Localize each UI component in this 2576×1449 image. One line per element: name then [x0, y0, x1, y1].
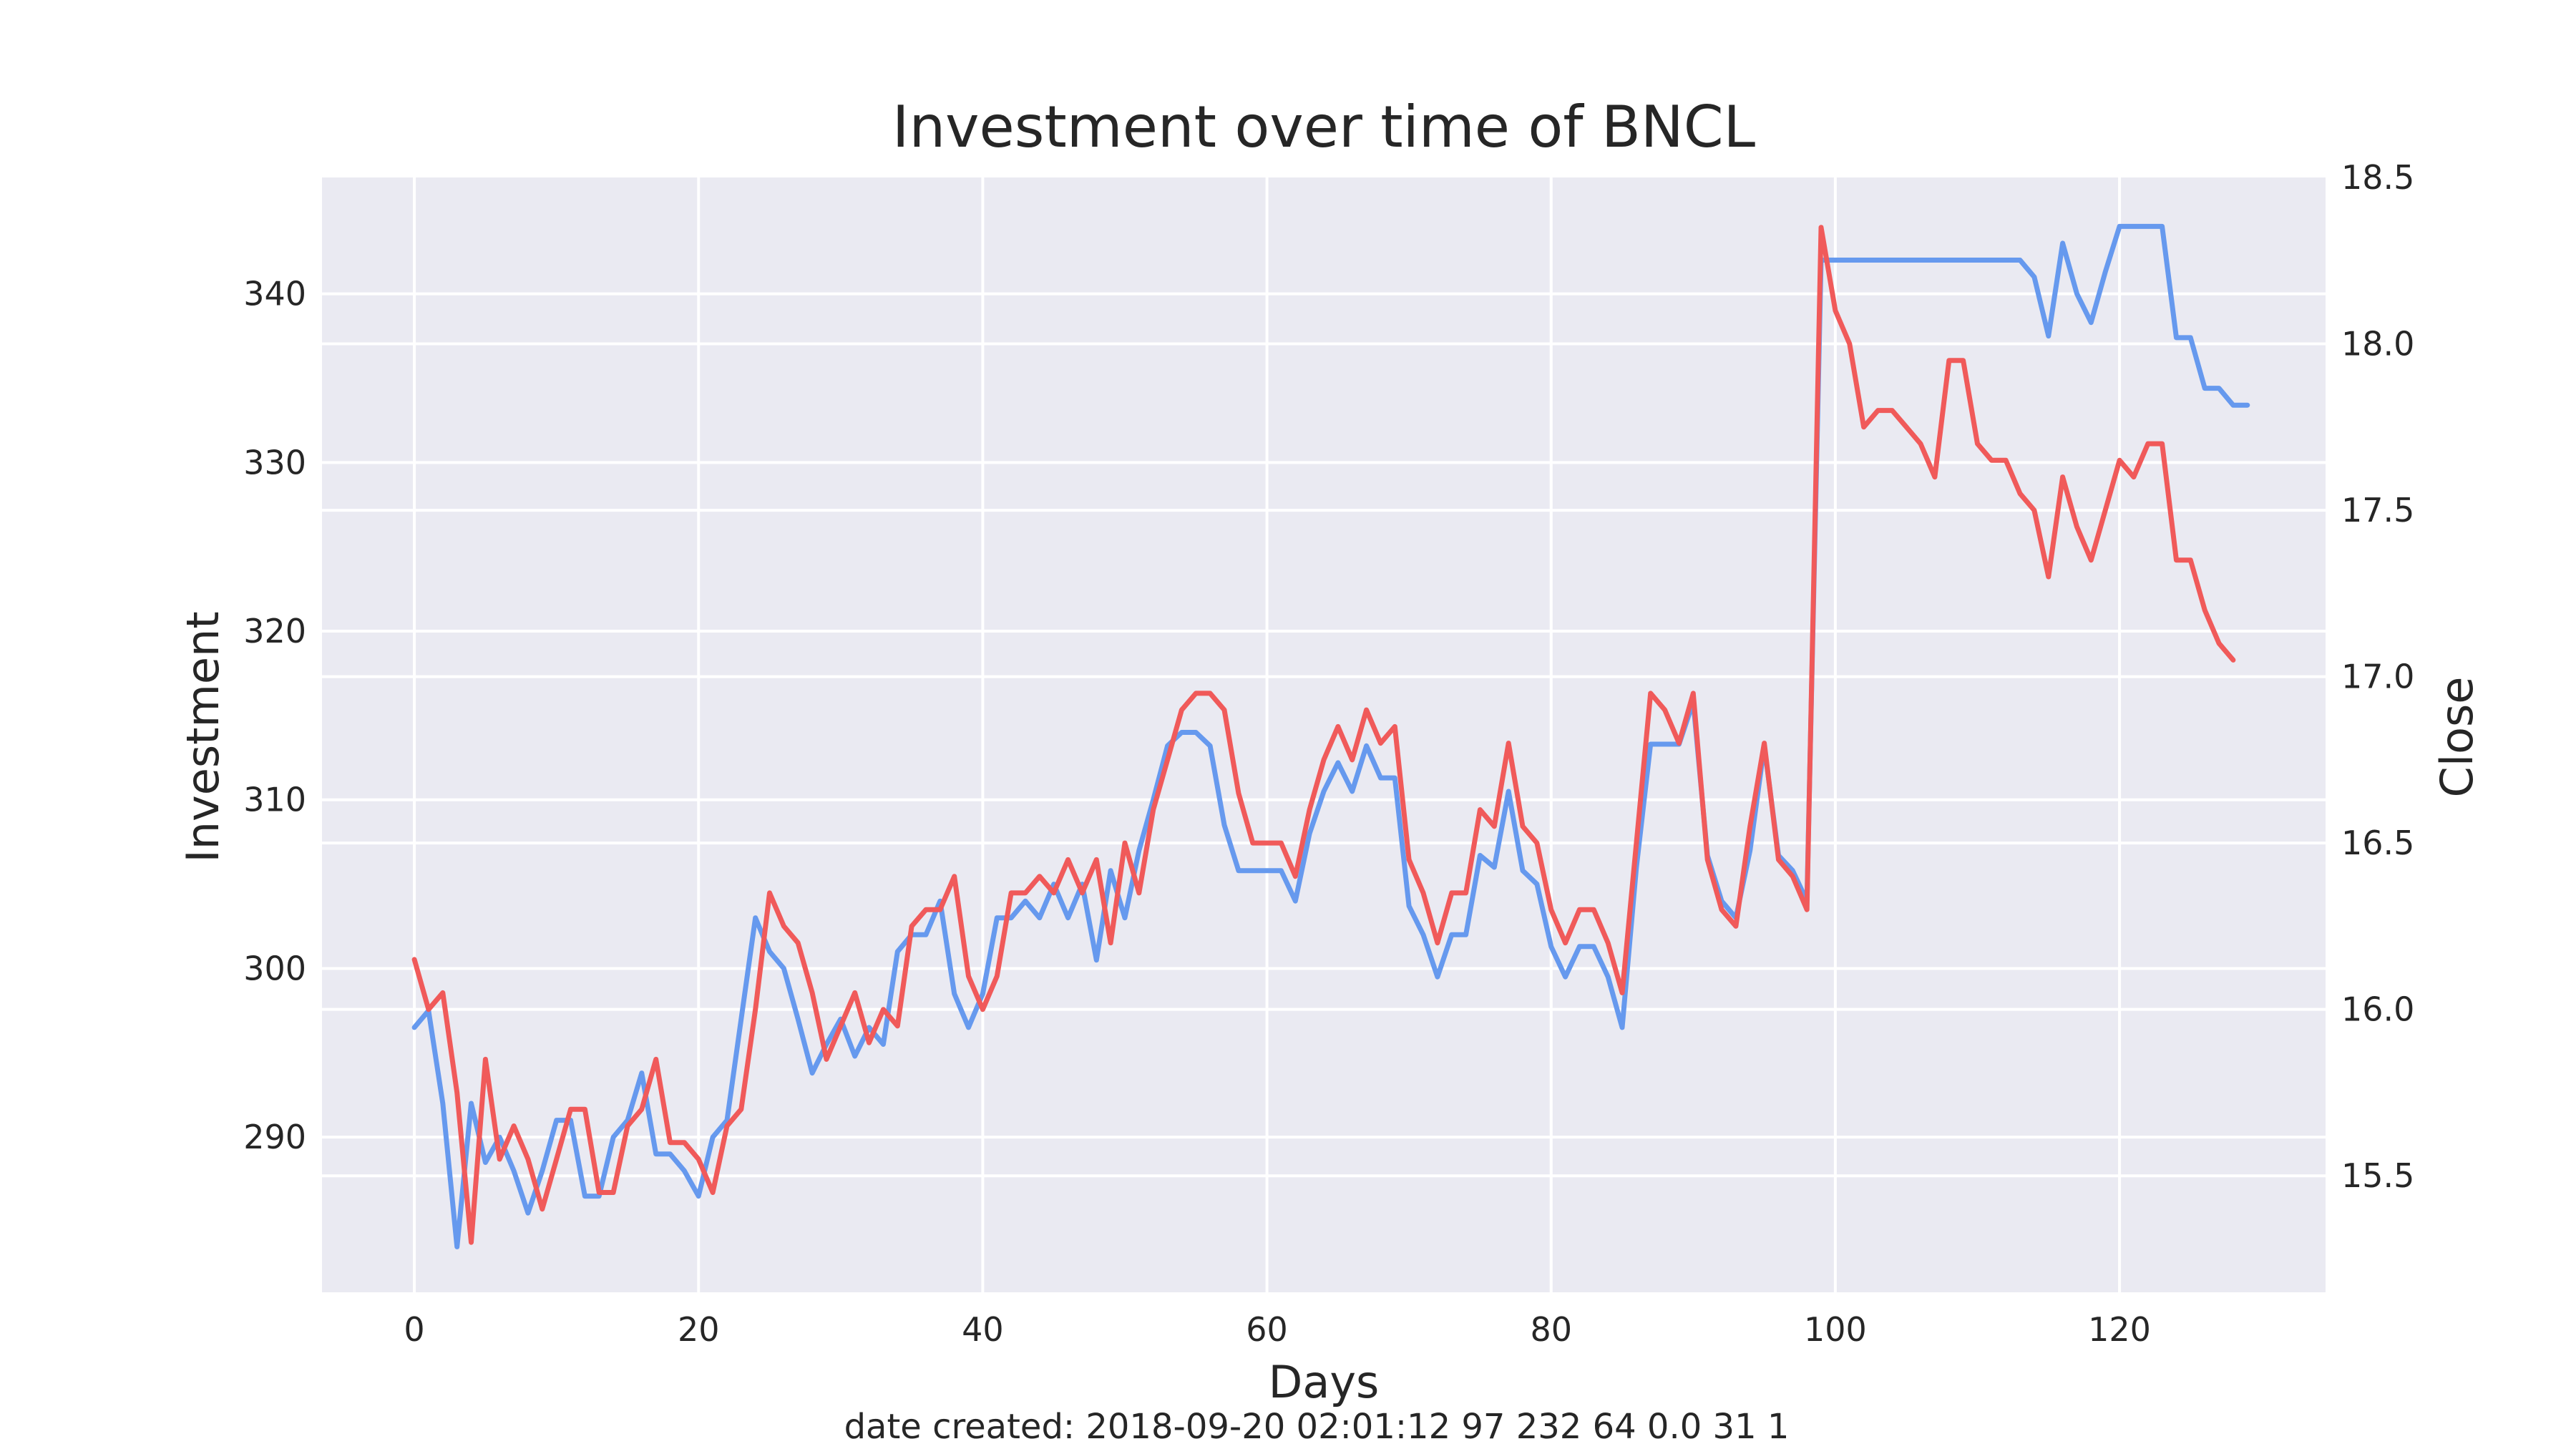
right-y-tick-label: 17.5 [2341, 491, 2414, 530]
x-tick-label: 20 [678, 1310, 720, 1349]
left-y-tick-label: 340 [243, 275, 306, 313]
x-tick-label: 120 [2088, 1310, 2151, 1349]
grid [322, 177, 2326, 1292]
x-axis-label: Days [1269, 1356, 1380, 1408]
left-y-tick-label: 290 [243, 1118, 306, 1156]
ticks-layer: 0 20 40 60 80 100 120 290 300 310 320 330 340 15.5 16.… [243, 158, 2414, 1349]
right-y-axis-label: Close [2431, 677, 2483, 798]
right-y-tick-label: 15.5 [2341, 1156, 2414, 1195]
left-y-tick-label: 300 [243, 949, 306, 987]
chart-title: Investment over time of BNCL [892, 94, 1756, 160]
date-created-footnote: date created: 2018-09-20 02:01:12 97 232… [844, 1407, 1790, 1447]
x-tick-label: 100 [1804, 1310, 1867, 1349]
right-y-tick-label: 16.5 [2341, 824, 2414, 862]
series-line-close [411, 225, 2236, 1245]
series-layer [411, 223, 2250, 1249]
plot-background [322, 177, 2326, 1292]
x-tick-label: 60 [1246, 1310, 1288, 1349]
left-y-tick-label: 330 [243, 443, 306, 482]
right-y-tick-label: 18.0 [2341, 325, 2414, 364]
right-y-tick-label: 17.0 [2341, 658, 2414, 696]
x-tick-label: 0 [404, 1310, 424, 1349]
left-y-axis-label: Investment [177, 611, 229, 862]
series-line-investment [411, 223, 2250, 1249]
x-tick-label: 80 [1530, 1310, 1572, 1349]
right-y-tick-label: 16.0 [2341, 990, 2414, 1029]
right-y-tick-label: 18.5 [2341, 158, 2414, 197]
x-tick-label: 40 [962, 1310, 1004, 1349]
left-y-tick-label: 320 [243, 612, 306, 650]
left-y-tick-label: 310 [243, 781, 306, 819]
